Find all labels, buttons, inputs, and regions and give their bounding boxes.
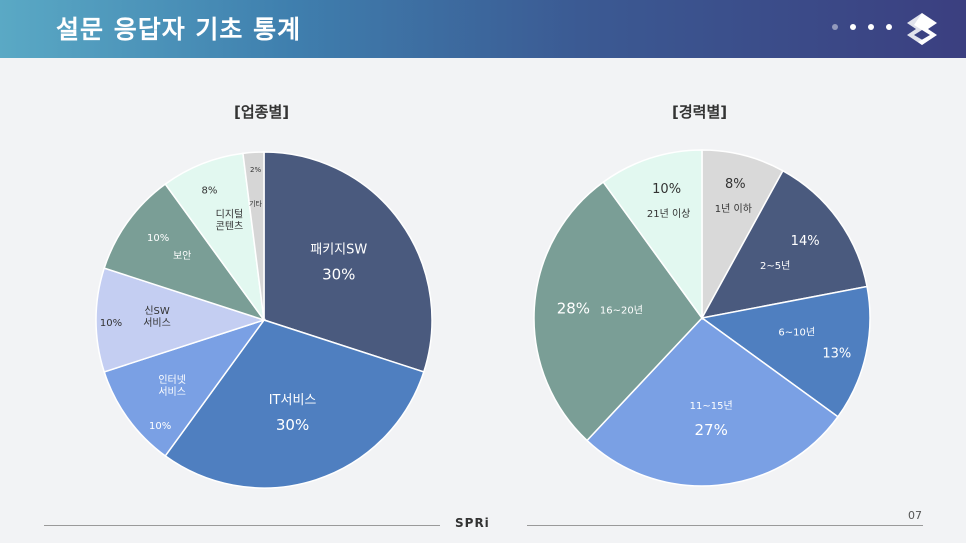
slice-value-label: 10% (100, 318, 122, 329)
slice-value-label: 8% (725, 177, 746, 192)
slice-label: 1년 이하 (715, 202, 752, 215)
pie-slice (700, 169, 868, 320)
pie-slice (533, 181, 703, 442)
slice-label: 보안 (173, 250, 191, 262)
page-title: 설문 응답자 기초 통계 (56, 15, 302, 44)
chart-title-career: [경력별] (672, 103, 728, 121)
footer-logo: SPRi (455, 516, 490, 530)
footer-divider-right (527, 525, 923, 526)
slice-value-label: 27% (694, 421, 727, 439)
slice-value-label: 10% (149, 421, 171, 432)
slice-label: 21년 이상 (647, 208, 691, 220)
slice-value-label: 8% (202, 186, 218, 197)
pie-slice (164, 319, 425, 489)
footer-logo-text: SPRi (455, 516, 490, 530)
slice-label: 패키지SW (310, 243, 367, 258)
dot-indicator (886, 24, 892, 30)
slice-value-label: 13% (822, 347, 851, 362)
dot-indicator (868, 24, 874, 30)
pagination-dots (832, 24, 892, 30)
page-number: 07 (908, 509, 922, 522)
header-bar: 설문 응답자 기초 통계 (0, 0, 966, 58)
slice-label: IT서비스 (269, 393, 317, 408)
slice-label: 서비스 (158, 386, 186, 398)
slice-label: 기타 (249, 199, 262, 208)
pie-slice (95, 267, 267, 373)
slice-label: 11~15년 (690, 400, 733, 412)
pie-slice (700, 285, 871, 418)
dot-indicator (850, 24, 856, 30)
slice-label: 2~5년 (760, 260, 790, 272)
dot-indicator (832, 24, 838, 30)
footer-divider-left (44, 525, 440, 526)
pie-slice (103, 318, 266, 457)
slice-label: 16~20년 (600, 305, 643, 317)
slice-value-label: 2% (250, 166, 261, 174)
chart-title-industry: [업종별] (234, 103, 290, 121)
slice-label: 서비스 (143, 317, 171, 329)
slice-value-label: 14% (791, 234, 820, 249)
slice-value-label: 30% (322, 266, 355, 284)
slice-value-label: 10% (652, 182, 681, 197)
pie-slice (242, 151, 265, 321)
brand-logo-icon (907, 13, 937, 45)
slice-label: 디지털 (216, 209, 244, 221)
slice-value-label: 10% (147, 233, 169, 244)
slice-label: 콘텐츠 (216, 221, 244, 233)
slice-value-label: 28% (557, 300, 590, 318)
pie-slice (103, 183, 266, 322)
pie-slice (602, 149, 703, 321)
slice-value-label: 30% (276, 416, 309, 434)
slice-label: 인터넷 (158, 374, 186, 386)
pie-slice (585, 317, 839, 487)
pie-slice (263, 151, 433, 373)
slice-label: 신SW (144, 305, 170, 317)
slice-label: 6~10년 (778, 327, 815, 339)
